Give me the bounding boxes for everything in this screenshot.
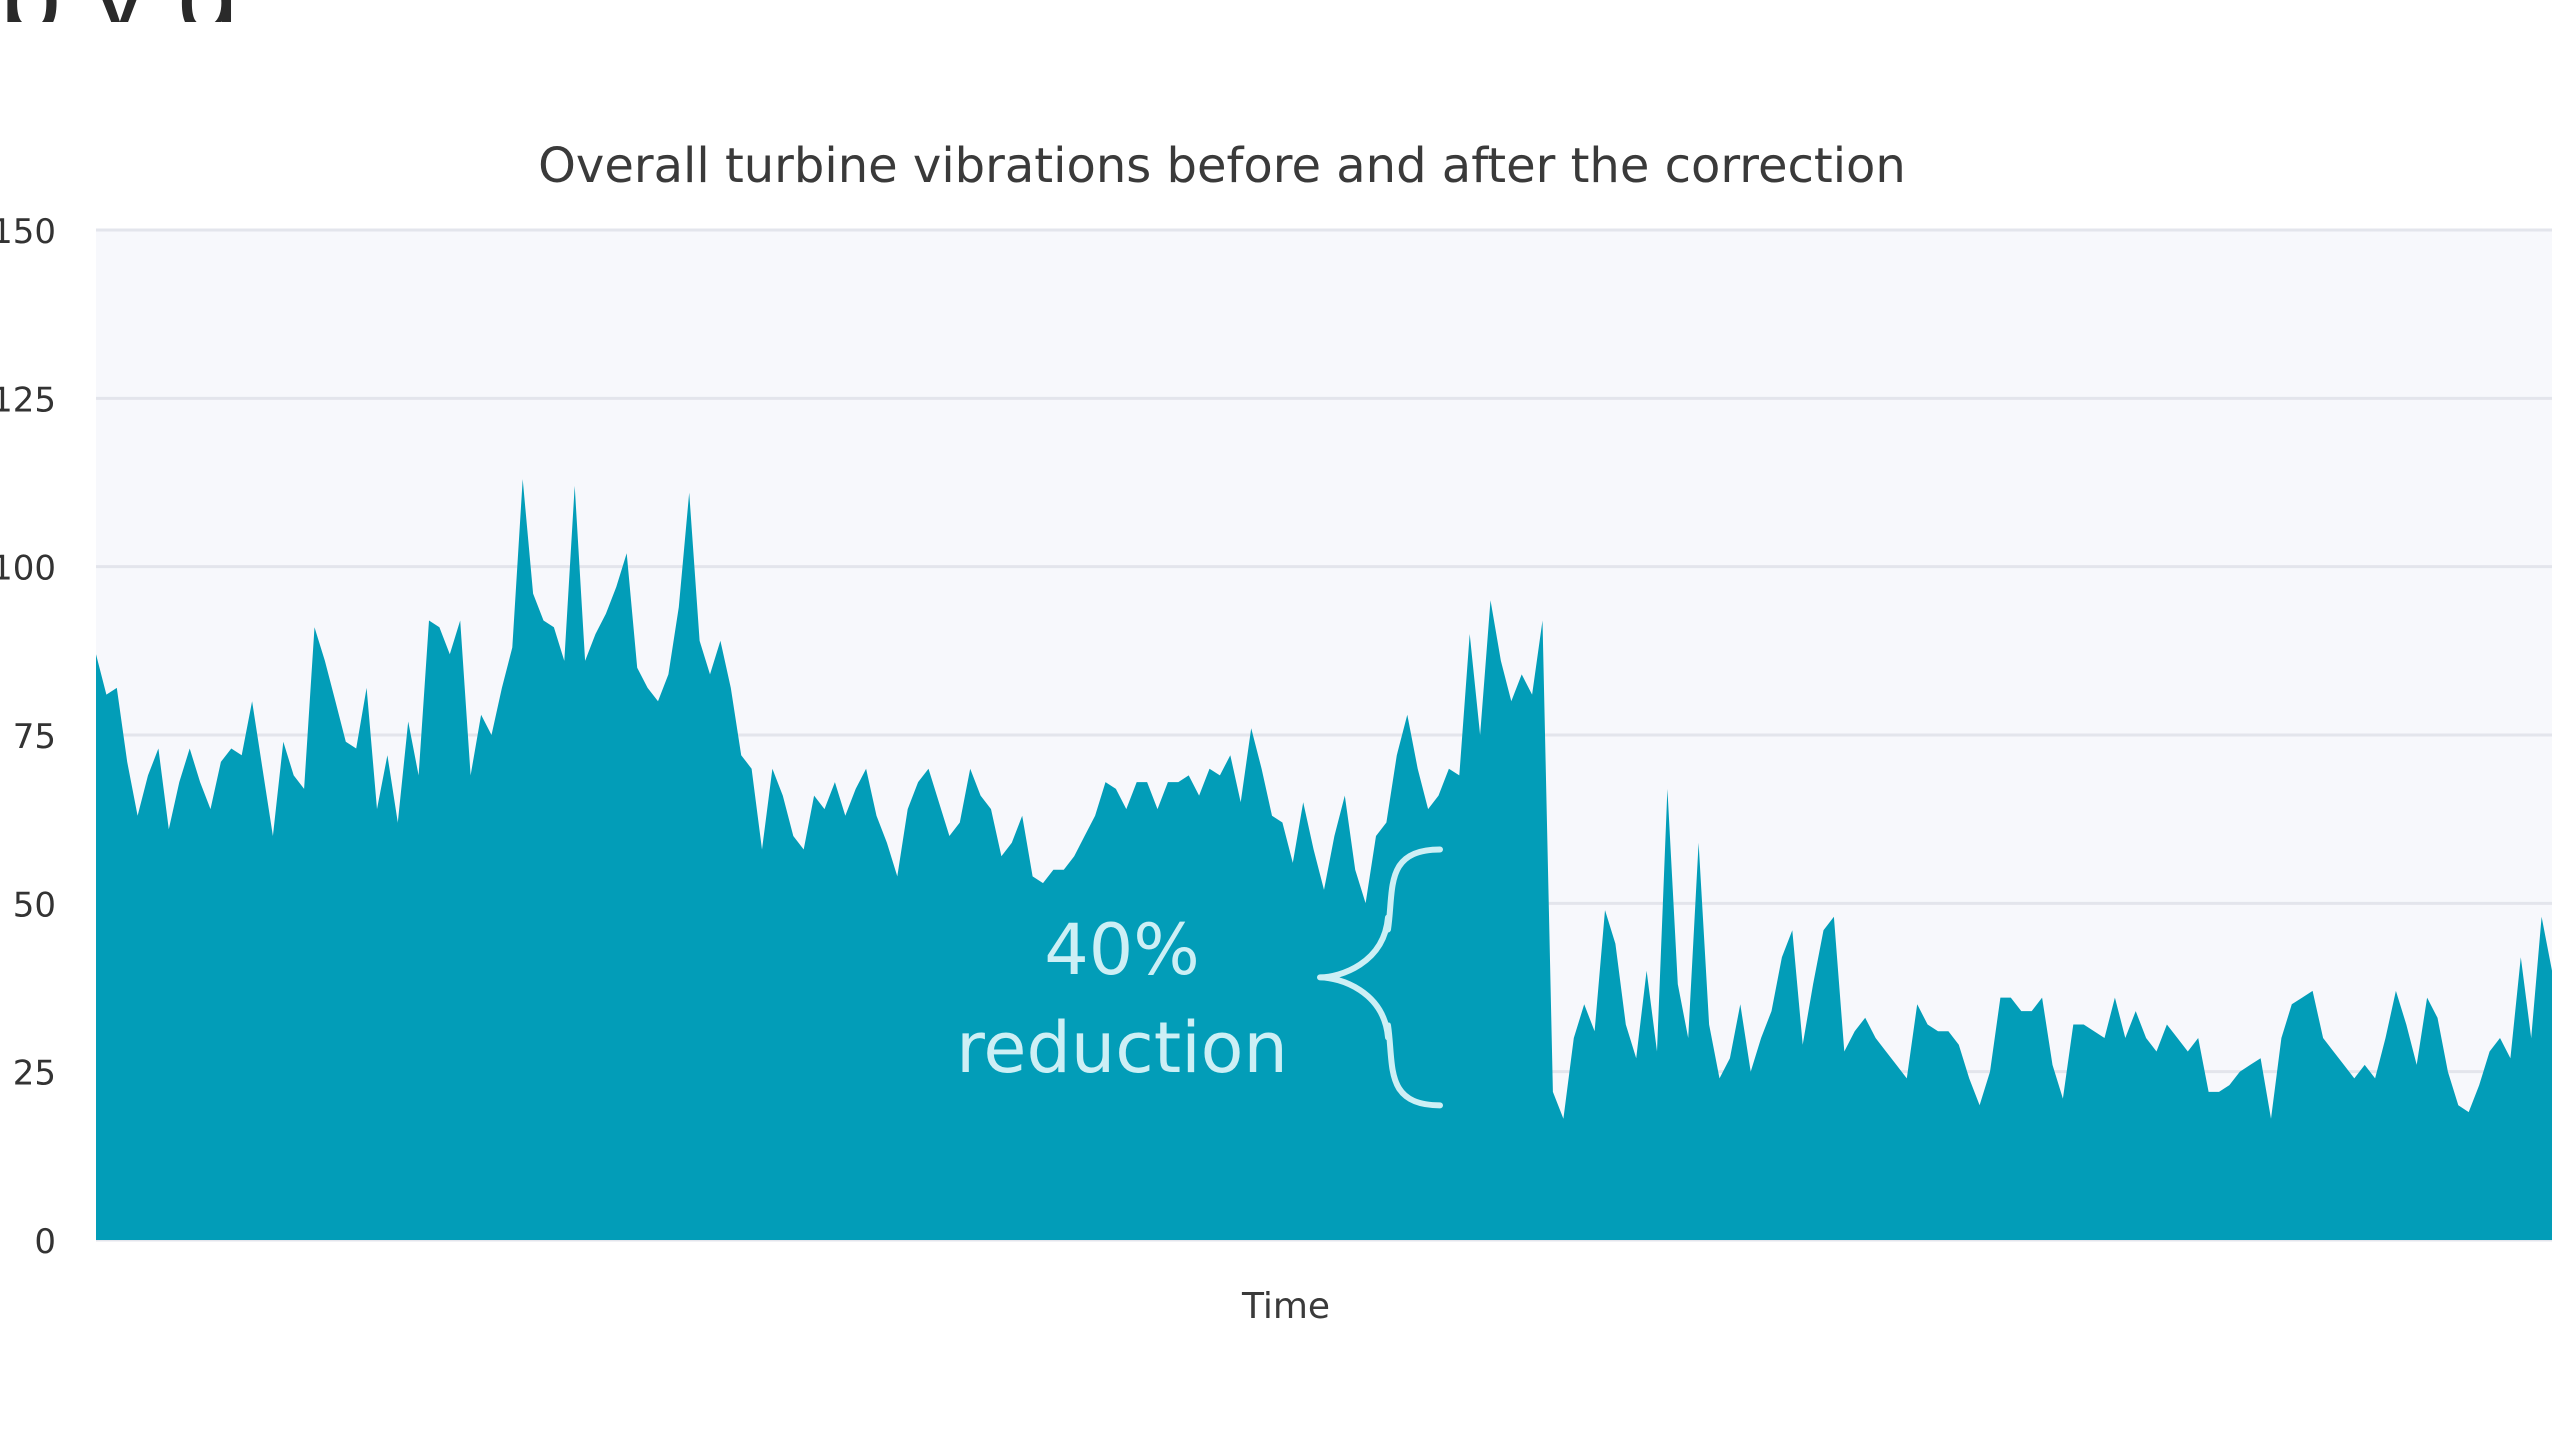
y-tick-label: 150: [0, 212, 56, 252]
chart-title: Overall turbine vibrations before and af…: [538, 138, 1906, 194]
y-tick-label: 125: [0, 380, 56, 420]
y-axis-ticks: 0 25 50 75 100 125 150: [0, 212, 56, 1262]
y-tick-label: 75: [13, 717, 56, 757]
annotation-brace: [1317, 846, 1443, 1109]
annotation-line-2: reduction: [956, 1007, 1288, 1089]
y-tick-label: 25: [13, 1054, 56, 1094]
y-tick-label: 100: [0, 549, 56, 589]
page-heading-text: p y g: [0, 0, 238, 22]
reduction-annotation: 40% reduction: [956, 846, 1443, 1109]
y-tick-label: 0: [34, 1222, 56, 1262]
annotation-line-1: 40%: [1044, 909, 1200, 991]
vibration-area-series: [96, 479, 2552, 1241]
y-tick-label: 50: [13, 885, 56, 925]
page-heading-fragment: p y g: [0, 0, 2560, 22]
x-axis-label: Time: [1241, 1286, 1330, 1327]
